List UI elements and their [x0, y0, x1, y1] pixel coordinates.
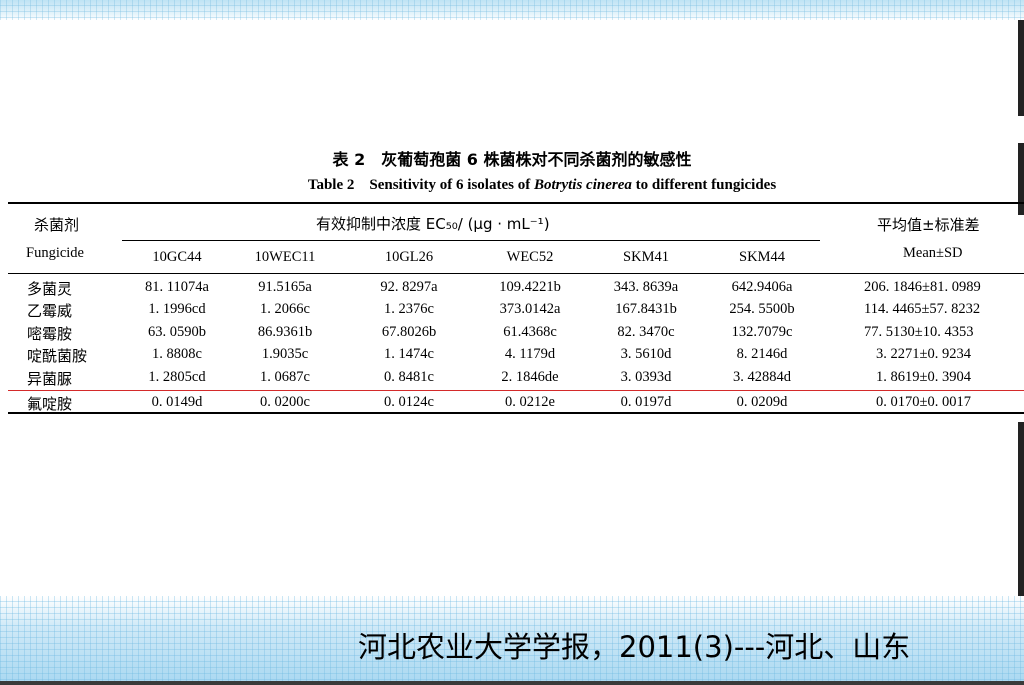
mean-sd-value: 114. 4465±57. 8232: [864, 301, 981, 317]
fungicide-name: 啶酰菌胺: [27, 347, 88, 365]
ec50-value: 0. 0124c: [384, 394, 434, 410]
ec50-value: 0. 0209d: [736, 394, 788, 410]
isolate-header: SKM44: [739, 249, 785, 265]
ec50-value: 0. 0149d: [151, 394, 203, 410]
fungicide-name: 嘧霉胺: [27, 325, 73, 343]
ec50-value: 1.9035c: [261, 346, 309, 362]
header-mean-en: Mean±SD: [903, 245, 963, 261]
table-caption-chinese: 表 2 灰葡萄孢菌 6 株菌株对不同杀菌剂的敏感性: [332, 150, 692, 169]
bottom-decorative-band: [0, 596, 1024, 685]
ec50-value: 8. 2146d: [736, 346, 788, 362]
source-citation: 河北农业大学学报，2011(3)---河北、山东: [358, 630, 911, 664]
ec50-value: 82. 3470c: [617, 324, 675, 340]
ec50-value: 0. 0197d: [620, 394, 672, 410]
header-ec50: 有效抑制中浓度 EC₅₀/ (μg · mL⁻¹): [316, 215, 550, 233]
ec50-value: 343. 8639a: [613, 279, 679, 295]
ec50-value: 2. 1846de: [501, 369, 559, 385]
table-caption-english: Table 2 Sensitivity of 6 isolates of Bot…: [307, 177, 777, 193]
ec50-value: 91.5165a: [258, 279, 312, 295]
right-edge-bar-middle: [1018, 143, 1024, 215]
highlight-rule: [8, 390, 1024, 391]
ec50-value: 61.4368c: [503, 324, 557, 340]
ec50-value: 642.9406a: [731, 279, 793, 295]
isolate-header: SKM41: [623, 249, 669, 265]
header-mean-zh: 平均值±标准差: [877, 216, 980, 234]
ec50-value: 0. 0200c: [260, 394, 310, 410]
table-top-rule: [8, 202, 1024, 204]
isolate-header: 10GC44: [152, 249, 202, 265]
ec50-value: 0. 8481c: [384, 369, 434, 385]
ec50-value: 0. 0212e: [505, 394, 555, 410]
right-edge-bar-bottom: [1018, 422, 1024, 596]
ec50-value: 254. 5500b: [729, 301, 795, 317]
ec50-value: 1. 8808c: [152, 346, 202, 362]
ec50-value: 1. 0687c: [260, 369, 310, 385]
top-decorative-band: [0, 0, 1024, 20]
ec50-value: 132.7079c: [731, 324, 793, 340]
ec50-value: 92. 8297a: [380, 279, 438, 295]
ec50-value: 3. 42884d: [733, 369, 791, 385]
fungicide-name: 乙霉威: [27, 302, 73, 320]
ec50-value: 1. 1996cd: [148, 301, 206, 317]
mean-sd-value: 3. 2271±0. 9234: [876, 346, 971, 362]
header-fungicide-zh: 杀菌剂: [34, 216, 80, 234]
fungicide-name: 多菌灵: [27, 280, 73, 298]
header-fungicide-en: Fungicide: [26, 245, 84, 261]
header-bottom-rule: [8, 273, 1024, 274]
ec50-value: 3. 0393d: [620, 369, 672, 385]
ec50-value: 373.0142a: [499, 301, 561, 317]
ec50-value: 167.8431b: [615, 301, 677, 317]
isolate-header: WEC52: [506, 249, 554, 265]
ec50-value: 4. 1179d: [504, 346, 556, 362]
isolate-header: 10GL26: [384, 249, 434, 265]
right-edge-bar-top: [1018, 20, 1024, 116]
ec50-subheader-rule: [122, 240, 820, 241]
mean-sd-value: 77. 5130±10. 4353: [864, 324, 974, 340]
isolate-header: 10WEC11: [254, 249, 316, 265]
ec50-value: 86.9361b: [257, 324, 313, 340]
ec50-value: 67.8026b: [381, 324, 437, 340]
ec50-value: 1. 2376c: [384, 301, 434, 317]
fungicide-name: 氟啶胺: [27, 395, 73, 413]
mean-sd-value: 0. 0170±0. 0017: [876, 394, 971, 410]
ec50-value: 1. 1474c: [384, 346, 434, 362]
table-bottom-rule: [8, 412, 1024, 414]
ec50-value: 3. 5610d: [620, 346, 672, 362]
fungicide-name: 异菌脲: [27, 370, 73, 388]
ec50-value: 81. 11074a: [145, 279, 209, 295]
ec50-value: 1. 2066c: [260, 301, 310, 317]
ec50-value: 109.4221b: [499, 279, 561, 295]
mean-sd-value: 1. 8619±0. 3904: [876, 369, 971, 385]
ec50-value: 63. 0590b: [148, 324, 206, 340]
bottom-border: [0, 681, 1024, 685]
mean-sd-value: 206. 1846±81. 0989: [864, 279, 981, 295]
ec50-value: 1. 2805cd: [148, 369, 206, 385]
